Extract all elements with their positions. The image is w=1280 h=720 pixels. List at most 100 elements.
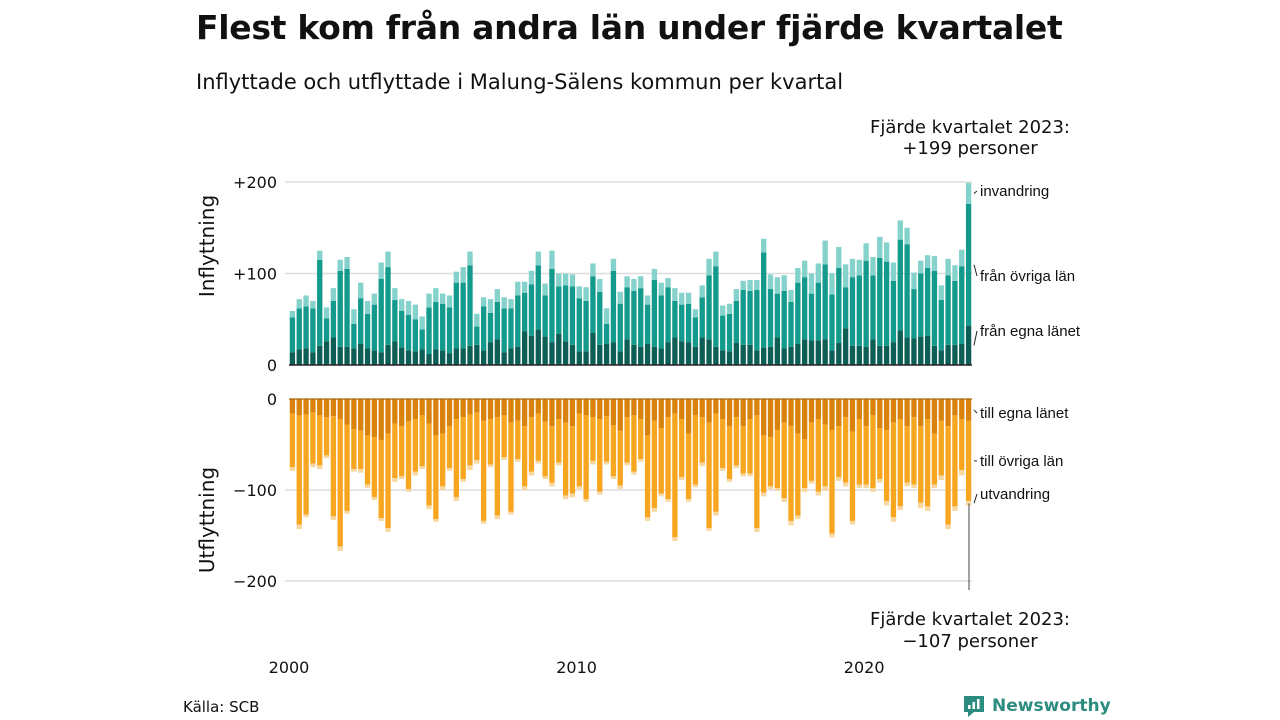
bar-inflytt-1 xyxy=(924,268,931,336)
bar-inflytt-2 xyxy=(904,227,910,245)
bar-inflytt-2 xyxy=(747,279,753,291)
bar-inflytt-1 xyxy=(740,289,746,345)
bar-utflytt-2 xyxy=(603,461,610,465)
bar-utflytt-0 xyxy=(842,399,849,418)
bar-utflytt-0 xyxy=(412,399,419,420)
bar-inflytt-0 xyxy=(371,350,378,365)
bar-inflytt-2 xyxy=(419,316,425,330)
bar-inflytt-2 xyxy=(508,299,514,309)
bar-utflytt-2 xyxy=(576,486,582,490)
bar-inflytt-0 xyxy=(399,347,405,365)
bar-inflytt-1 xyxy=(508,308,514,349)
bar-utflytt-0 xyxy=(351,399,357,430)
bar-inflytt-2 xyxy=(289,311,296,318)
bar-utflytt-0 xyxy=(364,399,371,436)
bar-utflytt-1 xyxy=(364,435,371,485)
bar-inflytt-2 xyxy=(938,285,944,301)
bar-inflytt-2 xyxy=(624,276,630,288)
bar-utflytt-0 xyxy=(590,399,596,418)
bar-inflytt-2 xyxy=(795,268,801,283)
bar-inflytt-1 xyxy=(781,290,787,349)
bar-utflytt-2 xyxy=(310,463,316,468)
bar-utflytt-2 xyxy=(358,469,364,473)
bar-inflytt-0 xyxy=(788,346,794,365)
bar-utflytt-1 xyxy=(617,430,623,486)
bar-utflytt-2 xyxy=(330,516,337,521)
bar-utflytt-1 xyxy=(508,422,514,512)
bar-utflytt-2 xyxy=(747,473,753,477)
bar-utflytt-1 xyxy=(399,426,405,477)
bar-utflytt-2 xyxy=(822,486,828,491)
bar-utflytt-1 xyxy=(556,419,562,463)
bar-utflytt-1 xyxy=(883,429,890,501)
bar-utflytt-0 xyxy=(562,399,569,423)
bar-inflytt-0 xyxy=(569,344,576,365)
bar-inflytt-0 xyxy=(685,342,692,366)
bar-utflytt-2 xyxy=(699,462,705,467)
bar-utflytt-2 xyxy=(323,455,330,459)
bar-utflytt-2 xyxy=(638,459,644,462)
bar-inflytt-2 xyxy=(774,277,781,294)
labels: från egna länet från övriga län invandring… xyxy=(870,117,1081,652)
bar-inflytt-1 xyxy=(610,270,617,343)
bar-inflytt-2 xyxy=(337,259,343,271)
bar-inflytt-1 xyxy=(829,294,835,351)
bar-utflytt-0 xyxy=(706,399,712,423)
bar-utflytt-0 xyxy=(303,399,309,415)
bar-utflytt-0 xyxy=(378,399,384,440)
bar-inflytt-0 xyxy=(583,351,589,365)
bar-utflytt-2 xyxy=(781,498,787,502)
bar-utflytt-1 xyxy=(378,439,384,519)
bar-utflytt-2 xyxy=(726,479,733,482)
bar-inflytt-1 xyxy=(453,282,459,349)
bar-inflytt-1 xyxy=(952,280,958,345)
bar-utflytt-0 xyxy=(535,399,541,414)
bar-inflytt-1 xyxy=(808,293,815,341)
bar-inflytt-2 xyxy=(487,299,494,313)
bar-inflytt-2 xyxy=(767,274,774,290)
bar-utflytt-2 xyxy=(405,489,412,492)
bar-utflytt-2 xyxy=(392,478,398,482)
bar-inflytt-2 xyxy=(358,282,364,299)
bar-inflytt-1 xyxy=(638,288,644,347)
bar-inflytt-2 xyxy=(945,258,951,276)
series-leader-line xyxy=(973,330,978,346)
bar-utflytt-0 xyxy=(774,399,781,430)
bar-inflytt-2 xyxy=(959,249,965,267)
bar-utflytt-2 xyxy=(644,517,651,521)
bar-utflytt-2 xyxy=(562,495,569,500)
bar-utflytt-0 xyxy=(733,399,740,418)
bar-utflytt-1 xyxy=(528,417,535,472)
bar-inflytt-1 xyxy=(446,307,453,354)
series-leader-line xyxy=(973,190,978,194)
bar-utflytt-2 xyxy=(733,465,740,469)
bar-utflytt-1 xyxy=(849,431,856,521)
bar-utflytt-2 xyxy=(651,508,658,512)
bar-utflytt-0 xyxy=(672,399,678,414)
bar-utflytt-1 xyxy=(938,420,944,476)
bar-utflytt-0 xyxy=(651,399,658,421)
bar-utflytt-1 xyxy=(638,419,644,460)
bar-inflytt-1 xyxy=(631,290,637,345)
bar-inflytt-0 xyxy=(918,336,924,365)
bar-utflytt-2 xyxy=(808,480,815,484)
bar-inflytt-0 xyxy=(617,351,623,365)
bar-inflytt-1 xyxy=(774,293,781,338)
bar-utflytt-1 xyxy=(460,417,466,480)
bar-utflytt-0 xyxy=(665,399,671,418)
bar-utflytt-0 xyxy=(480,399,487,421)
bar-utflytt-2 xyxy=(501,457,507,460)
bar-inflytt-1 xyxy=(310,308,316,353)
bar-inflytt-1 xyxy=(344,268,350,347)
bar-utflytt-0 xyxy=(467,399,473,415)
bar-utflytt-1 xyxy=(644,435,651,518)
bar-inflytt-2 xyxy=(788,289,794,302)
bar-inflytt-0 xyxy=(631,344,637,365)
bar-inflytt-1 xyxy=(412,319,419,352)
bar-inflytt-0 xyxy=(337,346,343,365)
bar-inflytt-2 xyxy=(610,258,617,271)
bar-inflytt-1 xyxy=(624,287,630,340)
bar-inflytt-1 xyxy=(317,259,323,346)
bar-utflytt-2 xyxy=(303,514,309,518)
